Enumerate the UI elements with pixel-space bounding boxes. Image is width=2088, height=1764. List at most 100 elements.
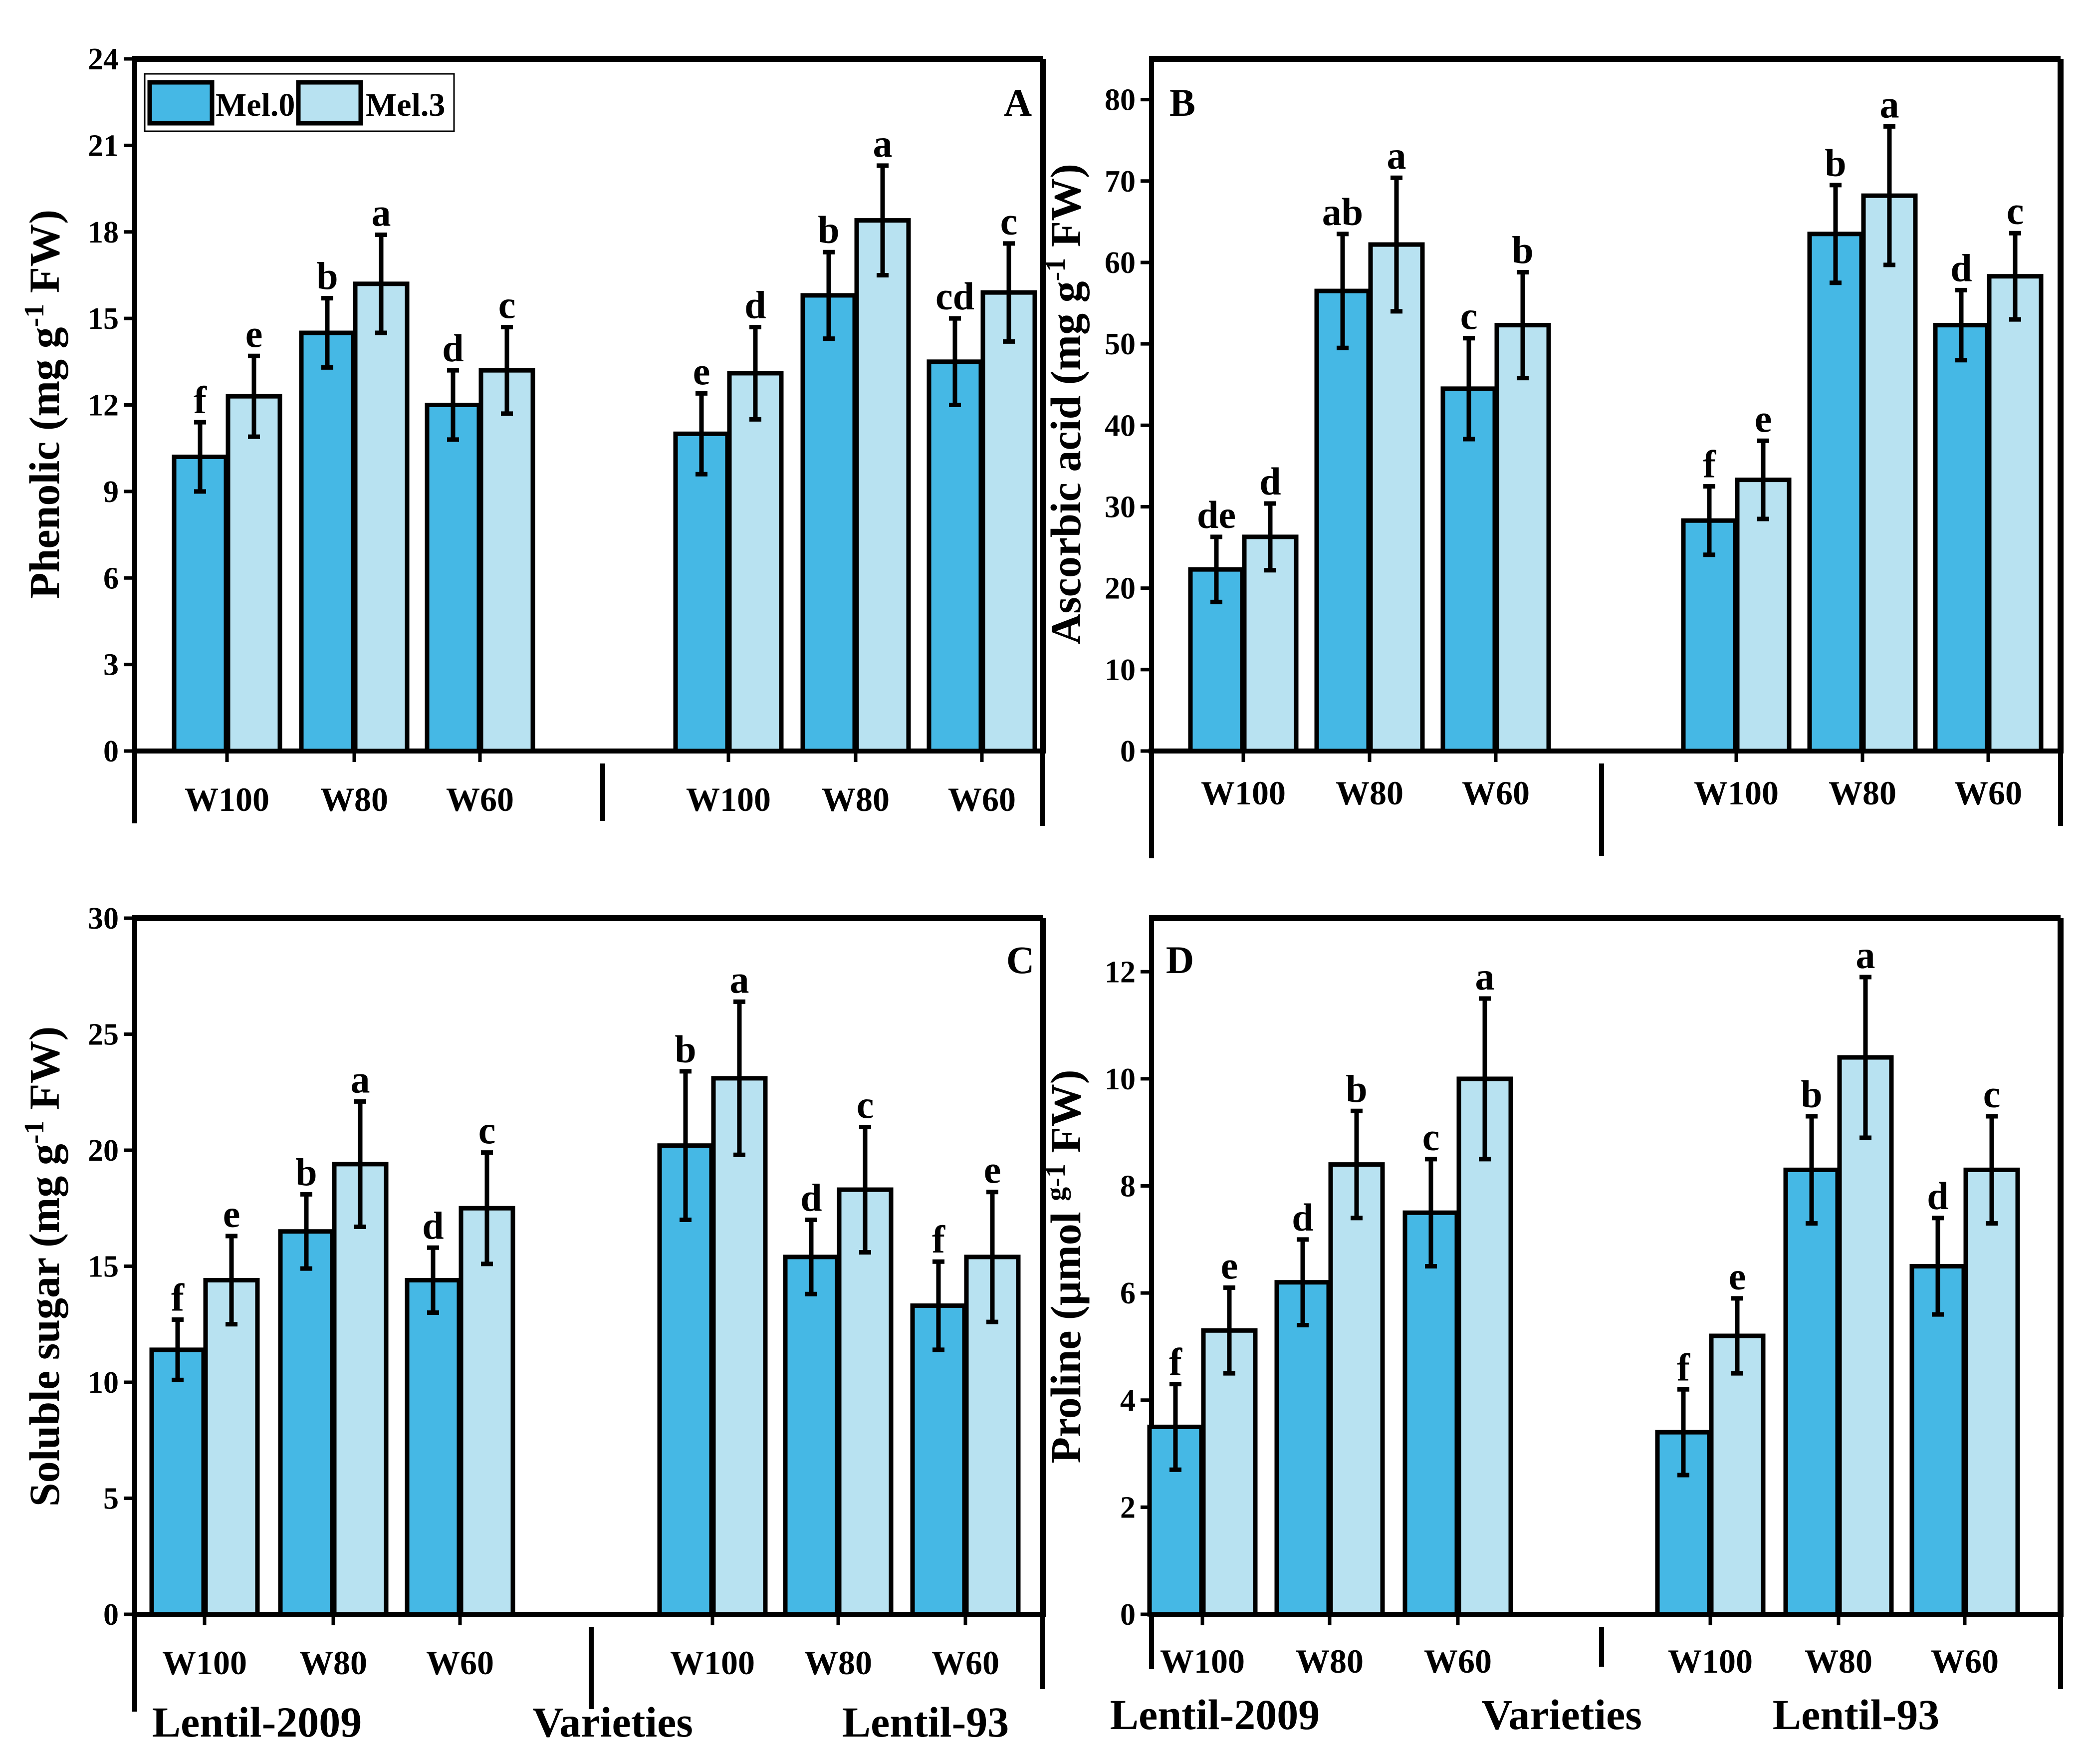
panel-b-bar-mel0 [1807,232,1864,754]
panel-c-bar-mel0 [149,1347,206,1617]
panel-a-category-label: W100 [686,780,771,818]
panel-b-significance-letter: a [1387,134,1406,177]
panel-d-ytick-label: 2 [1120,1491,1136,1524]
panel-b-ytick-label: 30 [1105,490,1136,524]
panel-b-bar-mel0 [1440,386,1497,754]
panel-a-bar-mel3 [854,218,911,754]
panel-b-ytick-label: 20 [1105,572,1136,606]
panel-a-significance-letter: f [194,378,207,422]
panel-a-category-label: W60 [948,780,1016,818]
panel-d-ytick-label: 10 [1105,1062,1136,1096]
bottom-right-variety2-label: Lentil-93 [1773,1691,1939,1739]
panel-a-category-label: W100 [185,780,269,818]
panel-b-category-label: W60 [1462,774,1530,812]
panel-d-bar-mel0 [1909,1264,1966,1617]
panel-c-ytick-label: 5 [103,1482,119,1516]
panel-d-bar-mel3 [1709,1333,1766,1617]
panel-b-significance-letter: c [1460,294,1478,338]
panel-c-bar-mel3 [837,1187,894,1617]
panel-d-significance-letter: f [1677,1345,1690,1389]
panel-a-significance-letter: a [372,191,391,235]
panel-d-ytick-label: 6 [1120,1276,1136,1310]
panel-a-phenolic: 0 3 6 9 12 15 18 21 24 Phenolic (mg g-1 FW) A W100 f… [19,42,1046,826]
panel-c-soluble-sugar: 0 5 10 15 20 25 30 Soluble sugar (mg g-1 FW) C W1… [19,902,1046,1712]
panel-c-ytick-label: 20 [88,1134,119,1168]
panel-c-bar-mel0 [278,1229,335,1617]
panel-a-significance-letter: b [316,254,338,298]
panel-a-bar-mel0 [425,403,481,754]
panel-c-category-label: W60 [426,1644,494,1682]
panel-d-bar-mel0 [1402,1210,1459,1617]
panel-b-bar-mel3 [1861,193,1918,754]
panel-c-ytick-label: 30 [88,902,119,936]
panel-b-significance-letter: c [2007,189,2024,233]
panel-d-significance-letter: a [1475,955,1495,998]
panel-b-category-label: W80 [1829,774,1896,812]
panel-d-significance-letter: f [1169,1340,1182,1384]
panel-c-significance-letter: f [171,1275,185,1319]
panel-a-ylabel: Phenolic (mg g-1 FW) [19,210,68,599]
panel-d-bar-mel3 [1963,1167,2020,1617]
panel-b-category-label: W100 [1201,774,1286,812]
panel-b-bar-mel0 [1314,288,1371,754]
panel-a-bar-mel3 [478,368,535,754]
panel-c-significance-letter: a [351,1057,370,1101]
legend: Mel.0 Mel.3 [144,73,455,132]
panel-c-category-label: W60 [931,1644,999,1682]
panel-d-category-label: W100 [1160,1642,1245,1680]
panel-c-category-label: W80 [299,1644,367,1682]
legend-label-mel0: Mel.0 [216,87,295,123]
panel-a-bar-mel3 [727,371,784,754]
panel-c-ylabel: Soluble sugar (mg g-1 FW) [19,1026,68,1507]
panel-b-significance-letter: ab [1322,190,1363,234]
panel-d-bar-mel3 [1456,1076,1513,1617]
panel-d-bar-mel0 [1783,1167,1840,1617]
panel-a-ytick-label: 3 [103,648,119,682]
panel-a-significance-letter: a [873,122,893,165]
panel-b-bar-mel3 [1987,274,2044,754]
panel-c-bar-mel3 [459,1206,515,1617]
panel-b-bar-mel3 [1242,534,1299,754]
panel-a-letter: A [1004,81,1032,124]
panel-b-ascorbic-acid: 0 10 20 30 40 50 60 70 80 Ascorbic acid (mg g-1 F… [1040,56,2064,858]
panel-d-significance-letter: d [1292,1196,1313,1239]
panel-a-bar-mel3 [226,394,282,754]
panel-c-category-label: W80 [804,1644,872,1682]
panel-a-category-label: W60 [446,780,514,818]
panel-a-category-label: W80 [320,780,388,818]
panel-a-significance-letter: cd [935,274,974,318]
panel-c-bar-mel3 [711,1076,768,1617]
panel-a-bar-mel0 [927,359,983,754]
panel-c-category-label: W100 [162,1644,247,1682]
panel-a-bar-mel3 [353,281,410,754]
panel-a-significance-letter: e [693,349,710,393]
bottom-right-axis-label: Varieties [1481,1691,1642,1739]
bottom-left-axis-label: Varieties [532,1698,693,1746]
panel-c-significance-letter: e [223,1192,240,1236]
panel-d-category-label: W80 [1296,1642,1364,1680]
panel-a-significance-letter: e [245,312,263,355]
panel-b-category-label: W100 [1694,774,1779,812]
bottom-left-variety1-label: Lentil-2009 [152,1698,362,1746]
panel-c-significance-letter: e [984,1148,1001,1192]
panel-d-significance-letter: c [1983,1072,2001,1116]
panel-c-bar-mel3 [203,1277,260,1617]
panel-d-ytick-label: 0 [1120,1598,1136,1632]
panel-a-bar-mel0 [673,431,730,754]
panel-a-category-label: W80 [822,780,890,818]
panel-b-significance-letter: d [1950,246,1972,289]
panel-c-significance-letter: d [422,1204,444,1247]
panel-d-ylabel: Proline (µmol g-1 FW) [1040,1070,1090,1464]
panel-a-significance-letter: d [744,283,766,326]
panel-b-significance-letter: b [1512,229,1533,272]
panel-a-significance-letter: c [1000,200,1018,243]
panel-d-bar-mel0 [1274,1280,1331,1617]
panel-d-bar-mel3 [1201,1328,1258,1617]
panel-b-significance-letter: b [1825,141,1846,185]
panel-d-proline: 0 2 4 6 8 10 12 Proline (µmol g-1 FW) D W100 f e W80… [1040,915,2064,1689]
panel-b-ytick-label: 70 [1105,165,1136,199]
panel-a-significance-letter: d [442,326,464,370]
panel-c-ytick-label: 15 [88,1250,119,1284]
panel-d-category-label: W80 [1805,1642,1872,1680]
